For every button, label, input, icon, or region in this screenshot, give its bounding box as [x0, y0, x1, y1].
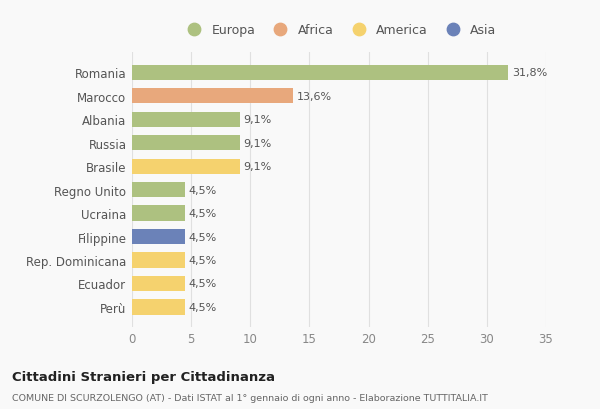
Text: 4,5%: 4,5% [189, 302, 217, 312]
Bar [132, 112, 239, 128]
Bar [132, 159, 239, 174]
Bar [132, 182, 185, 198]
Text: Cittadini Stranieri per Cittadinanza: Cittadini Stranieri per Cittadinanza [12, 370, 275, 383]
Bar [132, 65, 508, 81]
Bar [132, 229, 185, 245]
Text: 13,6%: 13,6% [296, 92, 332, 101]
Text: 9,1%: 9,1% [243, 162, 271, 172]
Text: 4,5%: 4,5% [189, 209, 217, 218]
Text: 4,5%: 4,5% [189, 232, 217, 242]
Text: 9,1%: 9,1% [243, 138, 271, 148]
Bar [132, 253, 185, 268]
Text: 4,5%: 4,5% [189, 185, 217, 195]
Text: COMUNE DI SCURZOLENGO (AT) - Dati ISTAT al 1° gennaio di ogni anno - Elaborazion: COMUNE DI SCURZOLENGO (AT) - Dati ISTAT … [12, 393, 488, 402]
Bar [132, 206, 185, 221]
Bar [132, 299, 185, 315]
Text: 31,8%: 31,8% [512, 68, 547, 78]
Legend: Europa, Africa, America, Asia: Europa, Africa, America, Asia [179, 21, 499, 39]
Text: 4,5%: 4,5% [189, 255, 217, 265]
Text: 4,5%: 4,5% [189, 279, 217, 289]
Bar [132, 276, 185, 291]
Text: 9,1%: 9,1% [243, 115, 271, 125]
Bar [132, 89, 293, 104]
Bar [132, 136, 239, 151]
